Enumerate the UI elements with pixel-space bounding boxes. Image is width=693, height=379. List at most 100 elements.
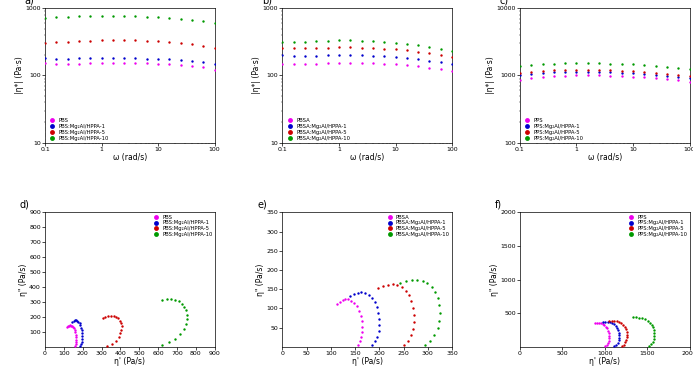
- Point: [277, 52, 288, 58]
- Point: [345, 38, 356, 44]
- Point: [62, 323, 73, 329]
- Point: [571, 67, 582, 73]
- Point: [198, 18, 209, 24]
- Point: [152, 56, 164, 62]
- Point: [97, 315, 108, 321]
- Point: [383, 282, 394, 288]
- Point: [182, 316, 193, 322]
- X-axis label: η' (Pa/s): η' (Pa/s): [589, 357, 620, 366]
- Point: [367, 342, 378, 348]
- Point: [401, 55, 412, 61]
- Point: [604, 319, 615, 326]
- Point: [604, 335, 615, 341]
- Point: [40, 15, 51, 21]
- Point: [311, 53, 322, 59]
- Point: [119, 37, 130, 43]
- Point: [96, 55, 107, 61]
- Point: [627, 74, 638, 80]
- Y-axis label: |η*| (Pa·s): |η*| (Pa·s): [15, 56, 24, 94]
- Point: [352, 342, 363, 348]
- Point: [357, 324, 368, 330]
- Point: [432, 295, 443, 301]
- Point: [435, 52, 446, 58]
- Point: [648, 336, 659, 342]
- Point: [599, 343, 611, 349]
- Point: [322, 52, 333, 58]
- Point: [661, 70, 672, 77]
- Point: [614, 332, 625, 338]
- Point: [77, 336, 88, 342]
- Point: [73, 61, 85, 67]
- Point: [152, 14, 164, 20]
- Point: [356, 289, 367, 295]
- Point: [71, 337, 82, 343]
- Point: [603, 340, 614, 346]
- Point: [642, 318, 653, 324]
- Point: [627, 314, 638, 320]
- Point: [616, 70, 627, 76]
- Legend: PBSA, PBSA:Mg₂Al/HPPA-1, PBSA:Mg₂Al/HPPA-5, PBSA:Mg₂Al/HPPA-10: PBSA, PBSA:Mg₂Al/HPPA-1, PBSA:Mg₂Al/HPPA…: [284, 117, 351, 141]
- Point: [435, 310, 446, 316]
- Point: [356, 318, 367, 324]
- Point: [390, 54, 401, 60]
- Point: [40, 60, 51, 66]
- Point: [616, 61, 627, 67]
- Point: [369, 299, 380, 305]
- X-axis label: η' (Pa/s): η' (Pa/s): [352, 357, 383, 366]
- Point: [100, 314, 111, 320]
- Point: [69, 327, 80, 333]
- Point: [407, 305, 419, 311]
- Point: [71, 317, 82, 323]
- Point: [96, 38, 107, 44]
- Point: [355, 313, 366, 319]
- Point: [119, 13, 130, 19]
- Point: [152, 38, 164, 44]
- Point: [684, 75, 693, 81]
- Point: [107, 55, 119, 61]
- Text: b): b): [262, 0, 272, 6]
- Point: [650, 75, 661, 81]
- Point: [373, 285, 384, 291]
- Point: [684, 78, 693, 85]
- Point: [412, 42, 423, 48]
- Point: [130, 38, 141, 44]
- Point: [613, 319, 624, 325]
- Point: [71, 339, 82, 345]
- Point: [390, 47, 401, 53]
- Point: [597, 319, 608, 325]
- Point: [70, 329, 81, 335]
- Point: [611, 341, 622, 348]
- Point: [141, 38, 152, 44]
- Point: [288, 53, 299, 59]
- Point: [673, 74, 684, 80]
- Point: [105, 313, 116, 319]
- Point: [331, 301, 342, 307]
- Point: [611, 318, 622, 324]
- Point: [311, 61, 322, 67]
- Point: [62, 39, 73, 45]
- Point: [425, 338, 436, 344]
- Point: [378, 53, 389, 60]
- Point: [599, 319, 611, 325]
- Point: [367, 53, 378, 59]
- Point: [51, 39, 62, 45]
- Point: [73, 13, 85, 19]
- Point: [322, 45, 333, 51]
- Point: [613, 327, 624, 333]
- Point: [396, 284, 407, 290]
- X-axis label: ω (rad/s): ω (rad/s): [350, 153, 385, 162]
- Point: [395, 280, 406, 287]
- Point: [334, 299, 345, 305]
- Point: [198, 59, 209, 65]
- Legend: PPS, PPS:Mg₂Al/HPPA-1, PPS:Mg₂Al/HPPA-5, PPS:Mg₂Al/HPPA-10: PPS, PPS:Mg₂Al/HPPA-1, PPS:Mg₂Al/HPPA-5,…: [522, 117, 584, 141]
- Point: [355, 338, 366, 345]
- Point: [333, 60, 344, 66]
- Point: [417, 278, 428, 284]
- Point: [525, 62, 536, 68]
- Point: [378, 283, 389, 289]
- Point: [152, 61, 164, 67]
- Point: [412, 56, 423, 62]
- Point: [164, 39, 175, 45]
- Point: [74, 343, 85, 349]
- Point: [74, 320, 85, 326]
